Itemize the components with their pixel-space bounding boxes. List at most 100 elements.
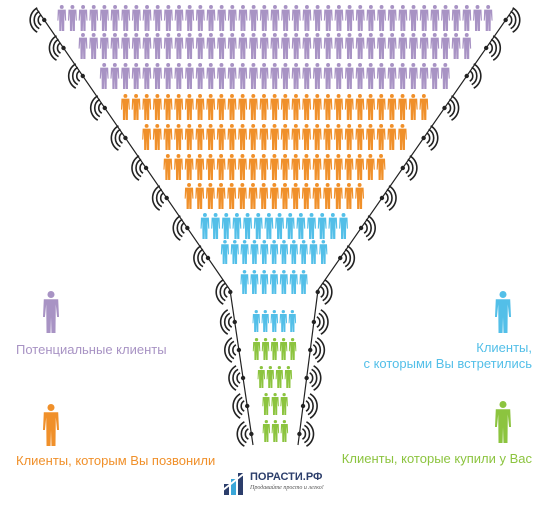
person-icon: [285, 213, 295, 239]
person-icon: [333, 183, 343, 209]
person-icon: [270, 63, 280, 89]
person-icon: [248, 154, 258, 180]
person-icon: [398, 33, 408, 59]
person-icon: [153, 63, 162, 89]
person-icon: [248, 94, 258, 120]
person-icon: [451, 33, 461, 59]
person-icon: [270, 33, 280, 59]
person-icon: [409, 5, 418, 31]
person-icon: [238, 94, 248, 120]
person-icon: [280, 393, 288, 415]
person-icon: [249, 63, 258, 89]
person-icon: [344, 63, 354, 89]
person-icon: [355, 33, 365, 59]
person-icon: [281, 5, 291, 31]
person-icon: [216, 183, 226, 209]
person-icon: [227, 5, 237, 31]
person-icon: [495, 291, 511, 333]
person-icon: [110, 5, 120, 31]
person-icon: [344, 124, 354, 150]
person-icon: [232, 213, 242, 239]
person-icon: [238, 63, 248, 89]
person-icon: [366, 124, 375, 150]
person-icon: [195, 5, 205, 31]
person-icon: [259, 33, 269, 59]
person-icon: [387, 124, 397, 150]
person-icon: [334, 124, 343, 150]
person-icon: [462, 5, 472, 31]
person-icon: [419, 94, 429, 120]
person-icon: [184, 183, 194, 209]
sound-wave-icon: [102, 105, 107, 111]
person-icon: [174, 154, 183, 180]
person-icon: [344, 154, 354, 180]
person-icon: [252, 338, 261, 360]
person-icon: [240, 270, 249, 294]
person-icon: [280, 94, 290, 120]
person-icon: [174, 33, 184, 59]
person-icon: [184, 94, 194, 120]
person-icon: [366, 63, 376, 89]
person-icon: [280, 154, 290, 180]
person-icon: [142, 124, 152, 150]
person-icon: [365, 154, 375, 180]
sound-wave-icon: [442, 105, 447, 111]
person-icon: [409, 33, 418, 59]
person-icon: [270, 240, 279, 264]
sound-wave-icon: [205, 255, 211, 261]
person-icon: [163, 94, 173, 120]
person-icon: [153, 33, 163, 59]
person-icon: [334, 5, 344, 31]
person-icon: [195, 183, 205, 209]
person-icon: [317, 213, 327, 239]
person-icon: [355, 183, 365, 209]
legend-met-label-line1: Клиенты,: [476, 340, 532, 355]
person-icon: [142, 94, 152, 120]
person-icon: [259, 63, 269, 89]
person-icon: [206, 5, 216, 31]
person-icon: [345, 33, 354, 59]
person-icon: [262, 420, 271, 442]
person-icon: [355, 63, 365, 89]
person-icon: [217, 5, 227, 31]
legend-met-label-line2: с которыми Вы встретились: [363, 356, 532, 371]
person-icon: [142, 5, 152, 31]
person-icon: [419, 63, 429, 89]
person-icon: [299, 240, 308, 264]
person-icon: [440, 63, 450, 89]
sound-wave-icon: [308, 347, 313, 353]
person-icon: [345, 5, 355, 31]
sound-wave-icon: [228, 289, 233, 295]
person-icon: [217, 63, 226, 89]
person-icon: [262, 393, 270, 415]
person-icon: [248, 124, 258, 150]
person-icon: [284, 366, 293, 388]
person-icon: [495, 401, 511, 443]
legend-bought-person-icon: [495, 401, 511, 443]
person-icon: [355, 124, 365, 150]
sound-wave-icon: [358, 225, 364, 231]
person-icon: [68, 5, 77, 31]
person-icon: [387, 94, 397, 120]
person-icon: [377, 5, 386, 31]
person-icon: [430, 33, 440, 59]
person-icon: [250, 240, 259, 264]
person-icon: [216, 94, 226, 120]
person-icon: [312, 94, 322, 120]
person-icon: [279, 240, 289, 264]
sound-wave-icon: [379, 195, 385, 201]
person-icon: [238, 154, 247, 180]
person-icon: [387, 63, 397, 89]
person-icon: [57, 5, 67, 31]
person-icon: [43, 404, 59, 446]
person-icon: [270, 94, 280, 120]
person-icon: [250, 270, 259, 294]
person-icon: [328, 213, 338, 239]
person-icon: [323, 33, 333, 59]
person-icon: [419, 33, 429, 59]
person-icon: [142, 63, 152, 89]
person-icon: [291, 5, 301, 31]
person-icon: [376, 63, 386, 89]
person-icon: [376, 94, 386, 120]
